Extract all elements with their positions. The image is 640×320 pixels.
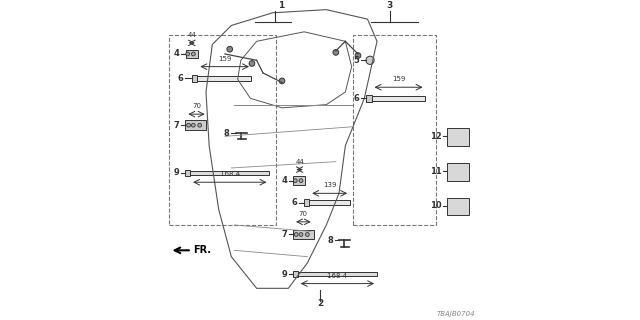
FancyBboxPatch shape [192,75,197,82]
Text: 168 4: 168 4 [220,171,240,177]
Text: 159: 159 [218,56,232,62]
Text: FR.: FR. [193,245,211,255]
Text: 7: 7 [173,121,179,130]
Circle shape [198,123,202,127]
FancyBboxPatch shape [293,271,298,277]
Text: 8: 8 [224,129,230,138]
Text: 11: 11 [430,167,442,176]
FancyBboxPatch shape [372,96,426,101]
Circle shape [293,179,297,182]
Circle shape [187,123,191,127]
FancyBboxPatch shape [447,163,469,181]
Text: 44: 44 [188,32,196,38]
Text: 6: 6 [178,74,184,83]
Text: 70: 70 [192,103,201,109]
Circle shape [305,233,309,236]
Circle shape [191,52,195,56]
FancyBboxPatch shape [186,121,206,130]
Text: 7: 7 [282,230,288,239]
Circle shape [299,179,303,182]
Text: 2: 2 [317,299,323,308]
Text: 6: 6 [292,198,298,207]
Text: 3: 3 [387,1,393,10]
Circle shape [366,56,374,64]
Circle shape [227,46,232,52]
FancyBboxPatch shape [197,76,252,81]
Text: 6: 6 [354,94,360,103]
FancyBboxPatch shape [190,171,269,175]
Circle shape [186,52,189,56]
FancyBboxPatch shape [293,230,314,239]
FancyBboxPatch shape [298,272,377,276]
Text: 139: 139 [323,182,337,188]
Circle shape [299,233,303,236]
FancyBboxPatch shape [303,199,309,206]
Text: 12: 12 [430,132,442,141]
Circle shape [333,50,339,55]
FancyBboxPatch shape [293,176,305,185]
FancyBboxPatch shape [447,198,469,215]
Text: 70: 70 [299,211,308,217]
FancyBboxPatch shape [366,95,372,102]
Text: 8: 8 [328,236,333,245]
FancyBboxPatch shape [447,128,469,146]
Circle shape [294,233,298,236]
FancyBboxPatch shape [309,200,351,205]
Text: 9: 9 [282,269,288,279]
Circle shape [355,53,361,59]
Text: 4: 4 [282,176,288,185]
Text: 168 4: 168 4 [327,273,348,279]
Text: 10: 10 [430,202,442,211]
Text: 44: 44 [295,159,304,165]
Text: TBAJB0704: TBAJB0704 [436,311,475,317]
Circle shape [249,60,255,66]
FancyBboxPatch shape [186,170,190,176]
Text: 1: 1 [278,1,285,10]
Circle shape [279,78,285,84]
Text: 159: 159 [392,76,405,82]
Circle shape [191,123,195,127]
Text: 4: 4 [173,50,179,59]
Bar [168,35,276,225]
Text: 9: 9 [173,168,179,177]
FancyBboxPatch shape [186,50,198,59]
Bar [353,35,436,225]
Text: 5: 5 [354,56,360,65]
